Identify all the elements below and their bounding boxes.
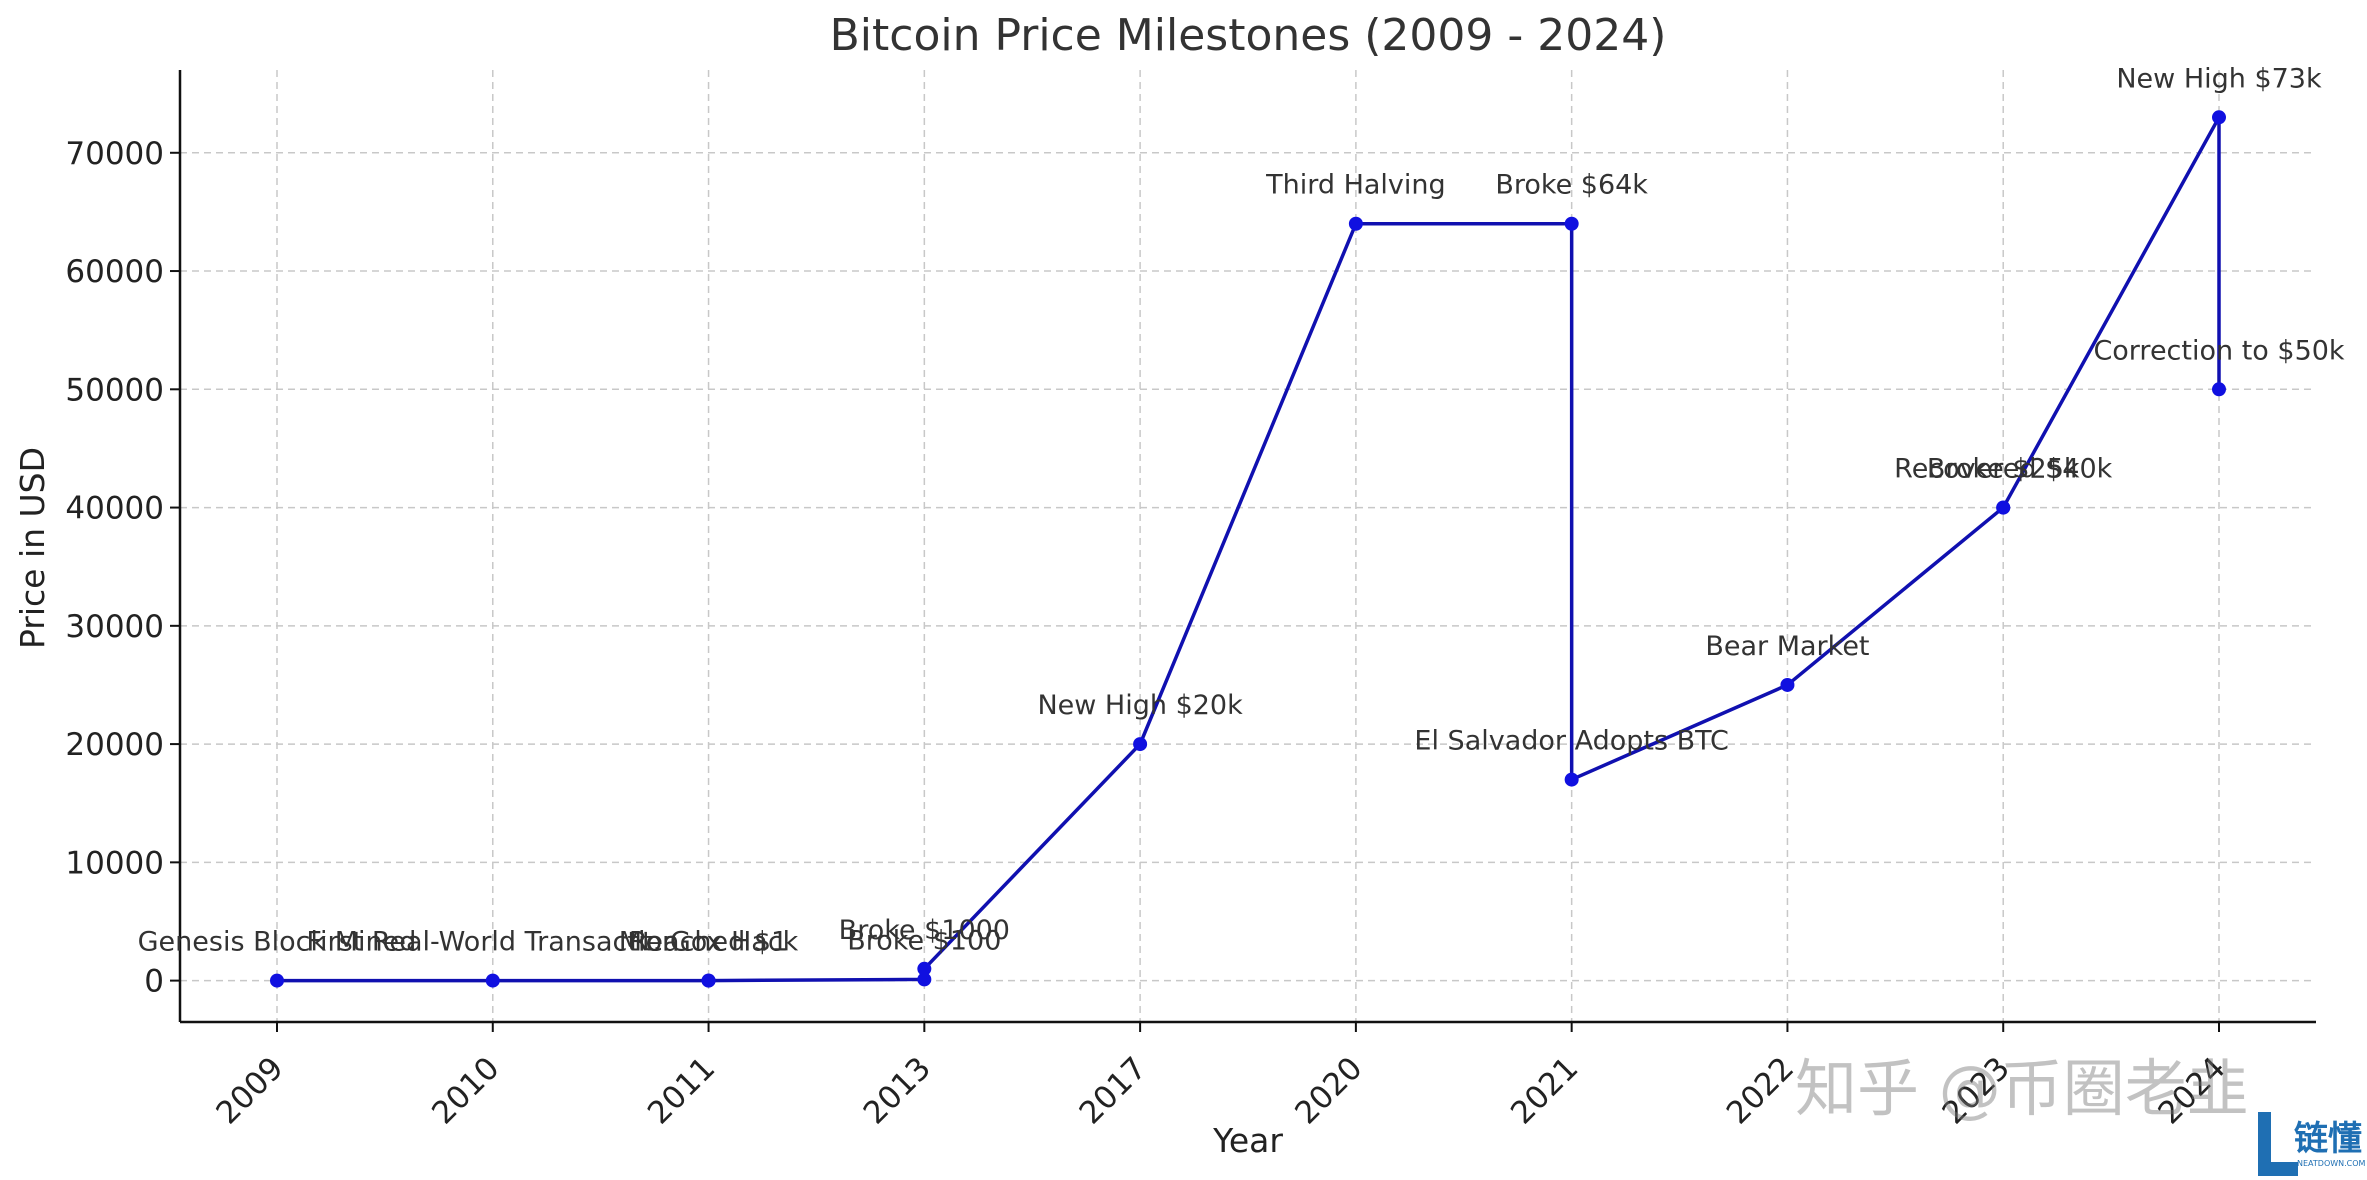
data-point [701, 973, 716, 988]
data-point [1780, 677, 1795, 692]
x-tick-label: 2021 [1504, 1050, 1585, 1131]
data-label: New High $20k [1037, 690, 1243, 721]
data-point [1564, 216, 1579, 231]
data-point [917, 972, 932, 987]
data-label: Correction to $50k [2093, 335, 2344, 366]
series-layer [270, 110, 2226, 988]
data-label: Broke $64k [1495, 170, 1648, 201]
data-point [2212, 382, 2226, 397]
x-tick-label: 2022 [1720, 1050, 1801, 1131]
y-tick-label: 60000 [65, 254, 164, 290]
x-tick-label: 2010 [425, 1050, 506, 1131]
axes-layer: 0 10000 20000 30000 40000 50000 60000 70000 2009… [65, 70, 2316, 1131]
data-point [2212, 110, 2226, 125]
logo-mark-icon [2258, 1112, 2298, 1176]
data-point [270, 973, 284, 988]
price-series-line [276, 115, 2221, 983]
y-axis-label: Price in USD [13, 447, 52, 649]
data-point [917, 961, 932, 976]
neatdown-logo: 链懂 NEATDOWN.COM [2258, 1112, 2366, 1176]
y-tick-label: 20000 [65, 727, 164, 763]
data-label: Broke $25k [1927, 454, 2080, 485]
logo-text: 链懂 [2294, 1119, 2362, 1159]
data-label: Mt. Gox Hack [619, 927, 799, 958]
data-label: Broke $1000 [839, 915, 1010, 946]
chart-title: Bitcoin Price Milestones (2009 - 2024) [830, 10, 1667, 61]
y-tick-label: 30000 [65, 609, 164, 645]
data-label: Bear Market [1705, 631, 1869, 662]
x-tick-label: 2020 [1288, 1050, 1369, 1131]
grid-layer [180, 70, 2316, 1022]
y-tick-label: 40000 [65, 491, 164, 527]
data-label: New High $73k [2116, 63, 2322, 94]
y-tick-label: 70000 [65, 136, 164, 172]
data-label: First Real-World Transaction [306, 927, 679, 958]
data-label: Reached $1 [629, 927, 788, 958]
y-tick-label: 50000 [65, 372, 164, 408]
data-point [1133, 737, 1148, 752]
data-label: Third Halving [1265, 170, 1446, 201]
y-tick-label: 0 [144, 964, 164, 1000]
data-label: Broke $100 [847, 925, 1001, 956]
data-label: Genesis Block Mined [138, 927, 417, 958]
data-label: Recovered $40k [1894, 454, 2112, 485]
x-tick-label: 2009 [209, 1050, 290, 1131]
data-label: El Salvador Adopts BTC [1414, 726, 1729, 757]
x-tick-label: 2017 [1073, 1050, 1154, 1131]
x-tick-label: 2011 [641, 1050, 722, 1131]
data-point [1564, 772, 1579, 787]
x-tick-label: 2013 [857, 1050, 938, 1131]
y-tick-label: 10000 [65, 845, 164, 881]
zhihu-watermark: 知乎 @币圈老韭 [1795, 1052, 2249, 1125]
data-point [485, 973, 500, 988]
data-point [1348, 216, 1363, 231]
data-point [1996, 500, 2011, 515]
logo-subtext: NEATDOWN.COM [2297, 1159, 2366, 1168]
x-axis-label: Year [1212, 1121, 1283, 1160]
